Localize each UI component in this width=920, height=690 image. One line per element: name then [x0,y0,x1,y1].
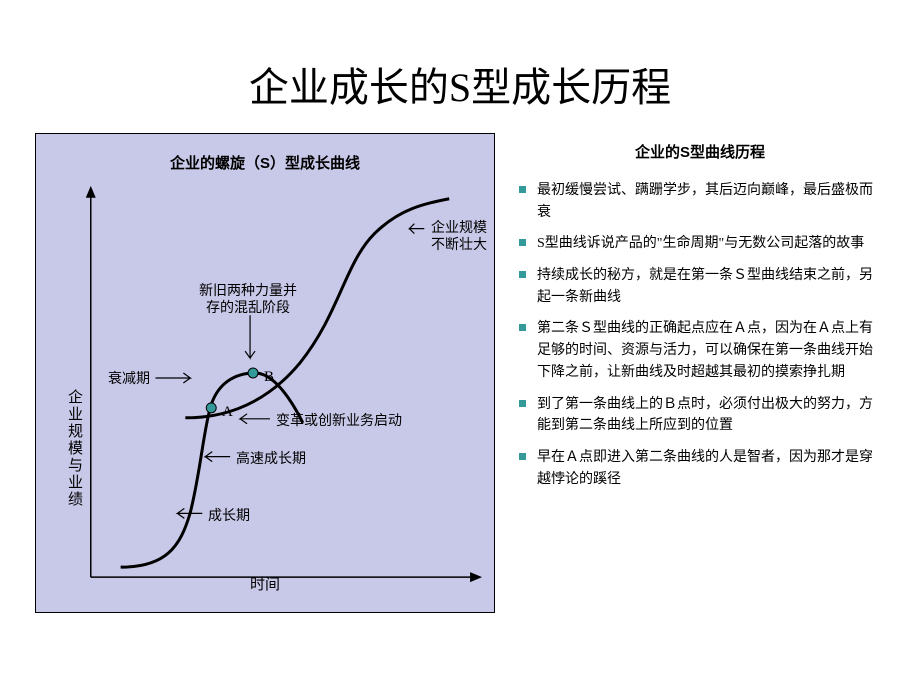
annot-chaos: 新旧两种力量并 存的混乱阶段 [199,284,297,318]
annot-highgrowth: 高速成长期 [236,452,306,469]
point-a-label: A [222,404,233,421]
arrow-reform [240,414,270,424]
arrow-highgrowth [205,452,230,462]
list-item: 持续成长的秘方，就是在第一条Ｓ型曲线结束之前，另起一条新曲线 [515,265,885,308]
right-title: 企业的S型曲线历程 [515,141,885,162]
annot-scale-up-l2: 不断壮大 [431,238,487,253]
s-curve-chart: 企业的螺旋（S）型成长曲线 企业规模与业绩 时间 A B [35,133,495,613]
bullet-list: 最初缓慢尝试、蹒跚学步，其后迈向巅峰，最后盛极而衰 S型曲线诉说产品的"生命周期… [515,180,885,490]
arrow-decline [155,373,190,383]
point-b-label: B [264,369,274,386]
list-item: 早在Ａ点即进入第二条曲线的人是智者，因为那才是穿越悖论的蹊径 [515,447,885,490]
list-item: S型曲线诉说产品的"生命周期"与无数公司起落的故事 [515,233,885,255]
annot-chaos-l1: 新旧两种力量并 [199,284,297,299]
list-item: 最初缓慢尝试、蹒跚学步，其后迈向巅峰，最后盛极而衰 [515,180,885,223]
list-item: 第二条Ｓ型曲线的正确起点应在Ａ点，因为在Ａ点上有足够的时间、资源与活力，可以确保… [515,318,885,383]
x-axis-label: 时间 [250,573,280,594]
slide-title: 企业成长的S型成长历程 [0,0,920,133]
point-a [206,403,216,413]
y-axis-label: 企业规模与业绩 [64,389,85,508]
annot-chaos-l2: 存的混乱阶段 [206,301,290,316]
annot-scale-up-l1: 企业规模 [431,221,487,236]
x-axis-arrow [470,572,482,582]
y-axis-arrow [86,186,96,198]
arrow-chaos [245,315,255,358]
annot-scale-up: 企业规模 不断壮大 [431,221,487,255]
arrow-scale-up [409,224,424,234]
point-b [248,368,258,378]
content-row: 企业的螺旋（S）型成长曲线 企业规模与业绩 时间 A B [0,133,920,613]
annot-decline: 衰减期 [108,372,150,389]
curve-1 [121,373,303,567]
list-item: 到了第一条曲线上的Ｂ点时，必须付出极大的努力，方能到第二条曲线上所应到的位置 [515,394,885,437]
annot-reform: 变革或创新业务启动 [276,414,402,431]
annot-growth: 成长期 [208,509,250,526]
right-column: 企业的S型曲线历程 最初缓慢尝试、蹒跚学步，其后迈向巅峰，最后盛极而衰 S型曲线… [515,133,885,613]
